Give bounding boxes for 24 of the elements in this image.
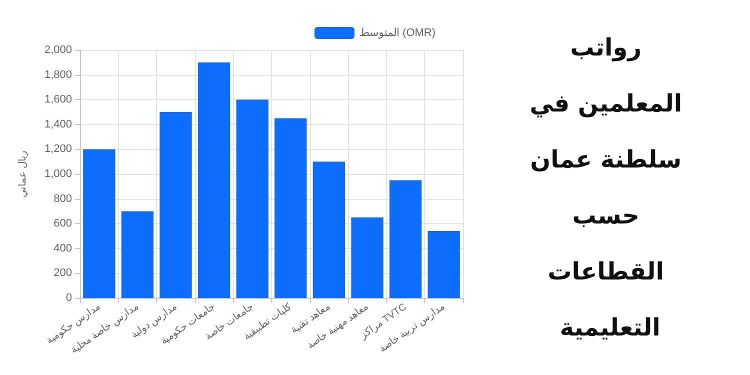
bar (274, 118, 307, 298)
y-axis-title: ريال عماني (18, 150, 28, 198)
y-tick-label: 400 (54, 242, 72, 254)
bar (121, 211, 154, 298)
y-tick-label: 1,800 (44, 68, 72, 81)
y-tick-label: 1,200 (44, 143, 72, 156)
y-tick-label: 200 (54, 267, 72, 280)
y-tick-label: 1,000 (44, 168, 72, 180)
bar (312, 162, 346, 298)
bar (351, 217, 384, 298)
y-tick-label: 0 (66, 292, 72, 304)
y-tick-label: 1,600 (44, 94, 72, 106)
bar (83, 149, 116, 298)
y-tick-label: 1,400 (44, 118, 72, 130)
y-tick-label: 2,000 (44, 44, 72, 56)
legend-label: المتوسط (OMR) (359, 27, 436, 39)
bar (198, 62, 230, 298)
y-tick-label: 800 (54, 192, 72, 205)
text: رواتب المعلمين في سلطنة عمان حسب القطاعات التعليمية (530, 34, 690, 342)
bar (160, 112, 192, 298)
bar (236, 100, 268, 298)
y-tick-label: 600 (54, 218, 72, 230)
bar (389, 180, 422, 298)
bar (428, 231, 460, 298)
